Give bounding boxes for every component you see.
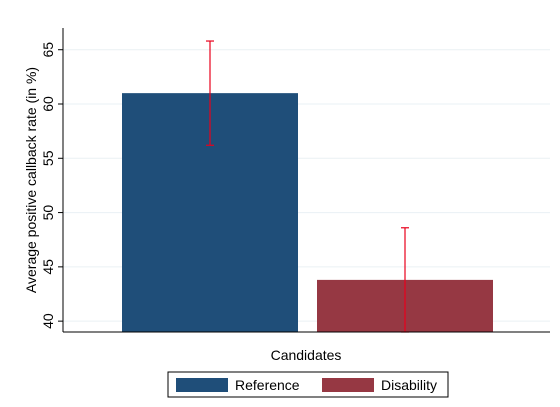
legend-label-disability: Disability [381,377,437,393]
y-tick-label: 55 [40,150,56,166]
legend-label-reference: Reference [235,377,300,393]
legend: Reference Disability [167,371,449,398]
x-axis-title: Candidates [271,347,342,363]
legend-swatch-reference [176,378,228,392]
y-tick-label: 40 [40,313,56,329]
y-axis-ticks: 40 45 50 55 60 65 [40,42,63,329]
y-tick-label: 65 [40,42,56,58]
y-tick-label: 45 [40,259,56,275]
y-axis-title: Average positive callback rate (in %) [23,67,39,293]
y-tick-label: 50 [40,205,56,221]
legend-swatch-disability [322,378,374,392]
y-tick-label: 60 [40,96,56,112]
